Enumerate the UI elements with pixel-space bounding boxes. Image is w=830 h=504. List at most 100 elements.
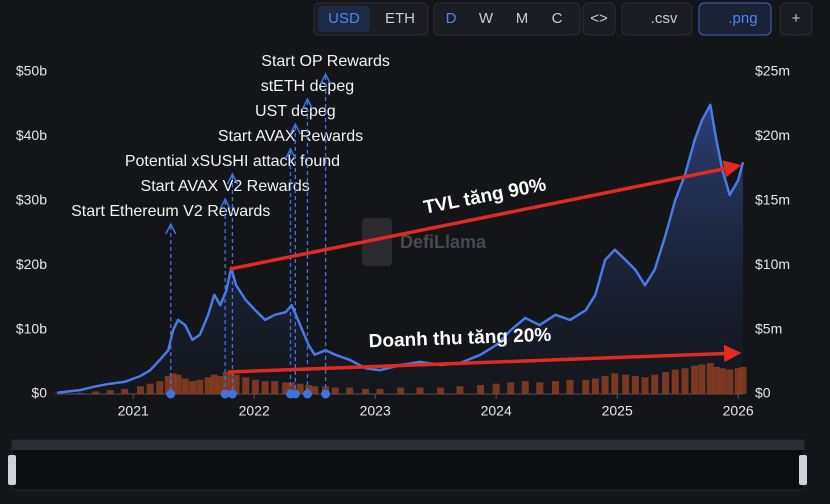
currency-usd[interactable]: USD <box>328 10 360 27</box>
y2-tick-label: $5m <box>755 320 782 336</box>
y2-tick-label: $20m <box>755 127 790 143</box>
y-tick-label: $50b <box>16 63 47 79</box>
revenue-bar <box>551 381 559 394</box>
revenue-bar <box>566 379 574 394</box>
add-label[interactable]: + <box>792 10 801 27</box>
event-arrowhead <box>289 122 302 135</box>
revenue-bar <box>216 375 224 394</box>
revenue-bar <box>346 387 354 394</box>
revenue-bar <box>622 374 630 394</box>
csv-button[interactable] <box>621 2 693 36</box>
revenue-bar <box>611 373 619 394</box>
revenue-bar <box>416 387 424 394</box>
x-tick-label: 2026 <box>723 403 754 419</box>
revenue-bar <box>210 374 218 394</box>
event-dot <box>227 389 237 399</box>
revenue-bar <box>681 368 689 394</box>
toolbar: USD ETH D W M C <> .csv .png + <box>313 2 813 36</box>
x-tick-label: 2024 <box>481 403 512 419</box>
period-d[interactable]: D <box>446 10 457 27</box>
revenue-bar <box>476 384 484 394</box>
revenue-bar <box>734 368 742 394</box>
y-tick-label: $30b <box>16 192 47 208</box>
revenue-bar <box>282 382 290 394</box>
csv-label[interactable]: .csv <box>651 10 678 27</box>
event-label: Start AVAX V2 Rewards <box>141 178 310 195</box>
navigator-handle-right[interactable] <box>799 455 807 485</box>
event-dot <box>290 389 300 399</box>
embed-button[interactable] <box>582 2 616 36</box>
revenue-bar <box>288 382 296 394</box>
revenue-bar <box>53 393 61 394</box>
y-tick-label: $20b <box>16 256 47 272</box>
revenue-bar <box>189 381 197 394</box>
revenue-bar <box>726 369 734 394</box>
tvl-line <box>56 103 745 394</box>
revenue-bar <box>174 374 182 394</box>
watermark: DefiLlama <box>400 232 487 252</box>
revenue-bar <box>296 383 304 394</box>
revenue-bar <box>706 363 714 394</box>
period-w[interactable]: W <box>479 10 494 27</box>
x-tick-label: 2023 <box>360 403 391 419</box>
revenue-bar <box>651 374 659 394</box>
event-arrowhead <box>226 172 239 185</box>
revenue-bar <box>196 379 204 394</box>
embed-label[interactable]: <> <box>590 10 608 27</box>
y2-tick-label: $25m <box>755 63 790 79</box>
revenue-bar <box>181 378 189 394</box>
plot: $0 $10b $20b $30b $40b $50b $0 $5m $10m $15m $20m $… <box>16 53 790 418</box>
revenue-bar <box>492 383 500 394</box>
tvl-arrow <box>229 160 742 271</box>
revenue-bar <box>591 378 599 394</box>
period-m[interactable]: M <box>516 10 529 27</box>
revenue-bar <box>739 366 747 394</box>
revenue-bar <box>691 365 699 394</box>
revenue-bar <box>222 372 230 394</box>
event-label: Start OP Rewards <box>261 53 390 70</box>
y-tick-label: $40b <box>16 127 47 143</box>
x-tick-label: 2022 <box>239 403 270 419</box>
revenue-bar <box>232 374 240 394</box>
event-label: Start Ethereum V2 Rewards <box>71 203 270 220</box>
revenue-bar <box>136 386 144 394</box>
revenue-bar <box>507 382 515 394</box>
y2-tick-label: $0 <box>755 385 771 401</box>
event-arrowhead <box>284 147 297 160</box>
y2-tick-label: $15m <box>755 192 790 208</box>
revenue-bar <box>671 369 679 394</box>
tvl-annotation: TVL tăng 90% <box>422 174 548 218</box>
y2-tick-label: $10m <box>755 256 790 272</box>
event-dot <box>321 389 331 399</box>
revenue-bar <box>146 383 154 394</box>
event-arrowhead <box>301 97 314 110</box>
revenue-bar <box>76 392 84 394</box>
revenue-bar <box>92 391 100 394</box>
navigator-handle-left[interactable] <box>8 455 16 485</box>
tvl-area <box>57 104 743 395</box>
event-label: UST depeg <box>255 103 336 120</box>
navigator-bar[interactable] <box>12 440 804 450</box>
revenue-bar <box>169 373 177 394</box>
event-dot <box>220 389 230 399</box>
revenue-bar <box>331 387 339 394</box>
y-tick-label: $10b <box>16 320 47 336</box>
revenue-bar <box>662 372 670 394</box>
period-c[interactable]: C <box>552 10 563 27</box>
revenue-bar <box>397 387 405 394</box>
png-label[interactable]: .png <box>728 10 757 27</box>
event-dot <box>166 389 176 399</box>
revenue-bar <box>271 381 279 394</box>
png-button[interactable] <box>698 2 772 36</box>
period-group <box>433 2 581 36</box>
revenue-bar <box>242 377 250 394</box>
revenue-bar <box>536 382 544 394</box>
revenue-bar <box>121 388 129 394</box>
currency-eth[interactable]: ETH <box>385 10 415 27</box>
revenue-bar <box>261 381 269 394</box>
revenue-bar <box>227 370 235 394</box>
revenue-bar <box>251 379 259 394</box>
event-dot <box>302 389 312 399</box>
add-button[interactable] <box>779 2 813 36</box>
